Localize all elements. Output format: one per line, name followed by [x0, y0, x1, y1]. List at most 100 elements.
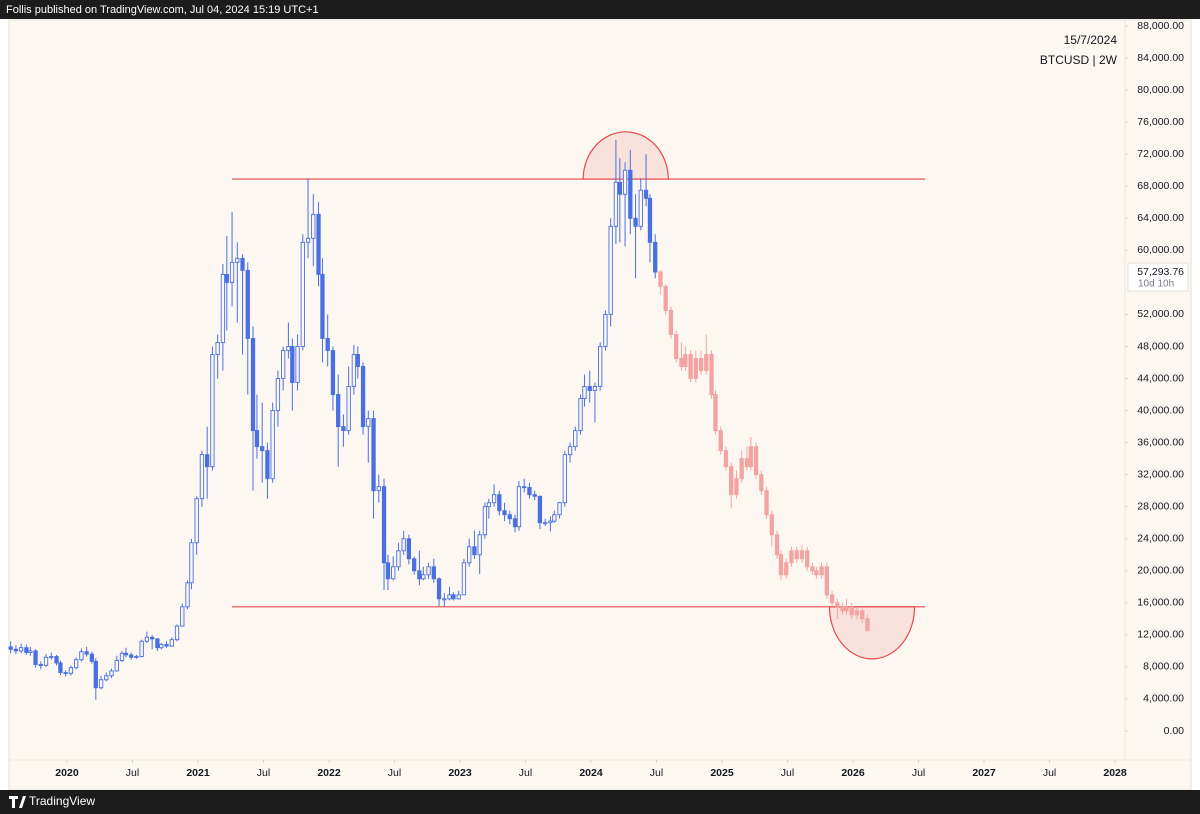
- candle-body: [185, 582, 190, 608]
- x-tick-label: 2025: [710, 767, 734, 779]
- candle-body: [442, 598, 447, 601]
- candle-body: [159, 644, 164, 649]
- candle-body: [774, 534, 780, 556]
- candle-body: [104, 675, 109, 681]
- candle-body: [436, 578, 442, 600]
- candle-body: [789, 550, 794, 564]
- y-tick-label: 52,000.00: [1137, 308, 1184, 320]
- x-tick-label: Jul: [912, 767, 925, 779]
- x-tick-label: Jul: [781, 767, 794, 779]
- candle-body: [587, 386, 592, 391]
- plot-area: [8, 131, 926, 700]
- candle-body: [582, 386, 587, 400]
- candle-body: [275, 378, 281, 412]
- y-tick-label: 12,000.00: [1137, 629, 1184, 641]
- y-tick-label: 32,000.00: [1137, 468, 1184, 480]
- candle-body: [759, 474, 764, 492]
- candle-body: [769, 514, 774, 536]
- candle-body: [447, 594, 452, 600]
- candle-body: [109, 670, 114, 677]
- candle-body: [68, 667, 74, 674]
- candle-body: [753, 446, 759, 476]
- candle-body: [215, 342, 220, 355]
- candle-body: [417, 570, 422, 580]
- y-tick-label: 88,000.00: [1137, 20, 1184, 32]
- candle-body: [229, 261, 235, 283]
- caption: Follis published on TradingView.com, Jul…: [6, 4, 319, 16]
- header-bar: [0, 0, 1200, 19]
- candle-body: [854, 610, 860, 616]
- x-tick-label: Jul: [257, 767, 270, 779]
- candle-body: [683, 354, 688, 367]
- candle-body: [799, 550, 805, 560]
- candle-body: [43, 656, 49, 666]
- candle-body: [744, 458, 750, 468]
- candle-body: [456, 594, 461, 600]
- candle-body: [421, 574, 426, 580]
- candle-body: [286, 346, 291, 351]
- candle-body: [784, 562, 789, 576]
- x-tick-label: 2021: [186, 767, 210, 779]
- candle-body: [668, 309, 674, 335]
- candle-body: [406, 538, 412, 560]
- arc-shape: [828, 606, 916, 660]
- y-tick-label: 76,000.00: [1137, 116, 1184, 128]
- candle-body: [477, 534, 482, 556]
- candle-body: [149, 636, 155, 640]
- candle-body: [119, 652, 125, 661]
- candle-body: [472, 546, 477, 556]
- candle-body: [658, 271, 663, 287]
- candle-body: [194, 498, 199, 544]
- candle-body: [224, 273, 229, 283]
- y-tick-label: 16,000.00: [1137, 597, 1184, 609]
- candle-body: [567, 446, 573, 456]
- candle-body: [516, 486, 522, 528]
- candle-body: [63, 672, 68, 674]
- symbol-label: BTCUSD | 2W: [1040, 53, 1118, 67]
- candle-body: [860, 610, 865, 620]
- y-tick-label: 64,000.00: [1137, 212, 1184, 224]
- candle-body: [336, 394, 341, 428]
- candle-body: [467, 546, 472, 564]
- candle-body: [54, 656, 59, 664]
- candle-body: [693, 358, 698, 379]
- candle-body: [49, 656, 54, 658]
- candle-body: [819, 566, 824, 576]
- chart-background: [8, 19, 1192, 791]
- y-tick-label: 72,000.00: [1137, 148, 1184, 160]
- candle-body: [18, 647, 24, 652]
- candle-body: [543, 522, 548, 525]
- candle-body: [638, 189, 643, 227]
- candle-body: [840, 606, 845, 612]
- x-tick-label: Jul: [650, 767, 663, 779]
- x-tick-label: Jul: [1043, 767, 1056, 779]
- candle-body: [633, 217, 638, 227]
- candle-body: [391, 566, 396, 580]
- candle-body: [134, 656, 139, 658]
- candle-body: [412, 558, 417, 572]
- candle-body: [174, 625, 180, 641]
- y-tick-label: 24,000.00: [1137, 533, 1184, 545]
- y-tick-label: 60,000.00: [1137, 244, 1184, 256]
- candle-body: [84, 651, 89, 655]
- candle-body: [8, 646, 13, 650]
- tradingview-logo: [9, 796, 26, 808]
- candle-body: [220, 273, 226, 343]
- y-tick-label: 4,000.00: [1143, 693, 1184, 705]
- candle-body: [28, 650, 33, 653]
- candle-body: [235, 257, 240, 263]
- candle-body: [396, 550, 401, 568]
- candle-body: [360, 366, 366, 428]
- candle-body: [497, 494, 502, 512]
- candle-body: [300, 241, 305, 347]
- y-tick-label: 8,000.00: [1143, 661, 1184, 673]
- candle-body: [58, 662, 63, 673]
- candle-body: [713, 394, 718, 432]
- candle-body: [764, 490, 769, 516]
- candle-body: [739, 458, 744, 480]
- arc-shape: [582, 131, 669, 180]
- candle-body: [532, 494, 537, 497]
- x-tick-label: 2022: [317, 767, 341, 779]
- y-tick-label: 68,000.00: [1137, 180, 1184, 192]
